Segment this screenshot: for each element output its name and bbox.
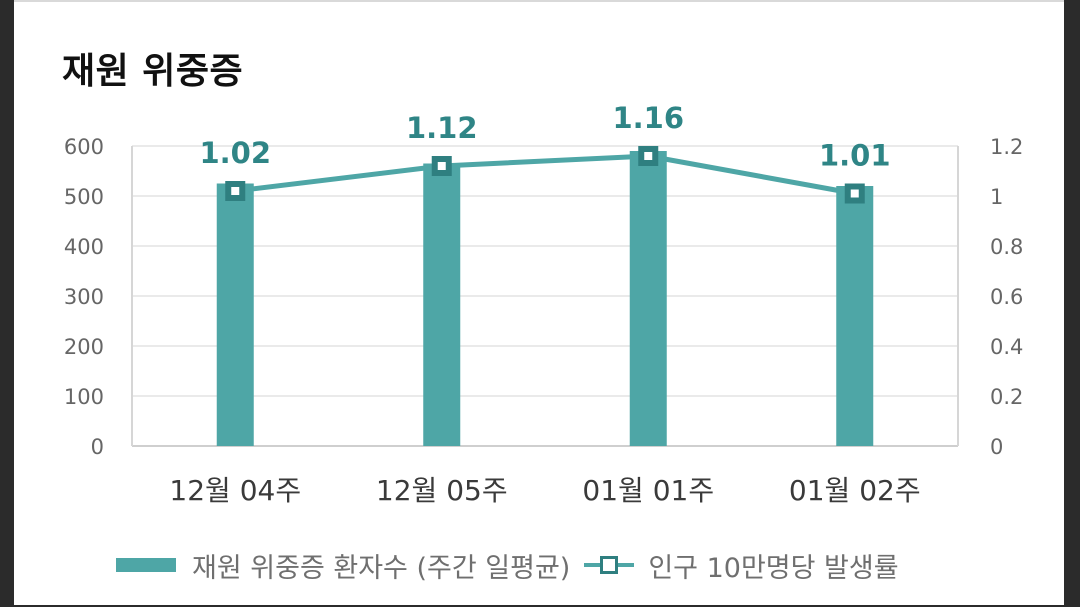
bar [216,183,254,446]
series-line [234,153,856,196]
x-tick-label: 12월 05주 [376,474,508,507]
data-label: 1.12 [406,111,478,145]
legend-bar-label: 재원 위중증 환자수 (주간 일평균) [192,552,571,584]
legend: 재원 위중증 환자수 (주간 일평균) 인구 10만명당 발생률 [116,542,899,588]
y-right-tick-label: 0 [990,435,1003,459]
y-left-tick-label: 600 [64,135,104,159]
legend-line-label: 인구 10만명당 발생률 [648,552,899,584]
data-label: 1.01 [819,139,891,173]
line-marker-center [437,162,446,170]
y-right-tick-label: 0.2 [990,385,1023,409]
legend-line-entry: 인구 10만명당 발생률 [584,546,899,585]
line-marker-center [231,187,240,195]
legend-bar-swatch [116,558,176,572]
x-tick-label: 12월 04주 [169,474,301,507]
bar [423,163,461,446]
chart-title: 재원 위중증 [62,51,244,92]
y-left-tick-label: 0 [91,435,104,459]
y-right-tick-label: 1 [990,185,1003,209]
y-right-tick-label: 0.6 [990,285,1023,309]
y-left-tick-label: 300 [64,285,104,309]
line-marker-center [644,152,653,160]
y-right-tick-label: 1.2 [990,135,1023,159]
y-left-tick-label: 500 [64,185,104,209]
y-left-tick-label: 200 [64,335,104,359]
y-right-tick-label: 0.8 [990,235,1023,259]
chart-plot: 0 100 200 300 400 500 600 0 0.2 0.4 0.6 0.8 1 1.2 12월 … [64,101,1024,507]
bar [836,186,874,446]
x-tick-label: 01월 01주 [582,474,714,507]
legend-line-swatch [584,554,635,576]
line-marker-center [850,189,859,198]
y-left-tick-label: 400 [64,235,104,259]
chart-card: 재원 위중증 0 100 200 300 400 500 600 0 0.2 0.4 0.6 0.8 1… [14,0,1064,605]
x-tick-label: 01월 02주 [789,474,921,507]
data-label: 1.16 [612,101,684,135]
y-right-tick-label: 0.4 [990,335,1023,359]
y-left-tick-label: 100 [64,385,104,409]
bar [629,151,667,446]
data-label: 1.02 [199,136,271,170]
